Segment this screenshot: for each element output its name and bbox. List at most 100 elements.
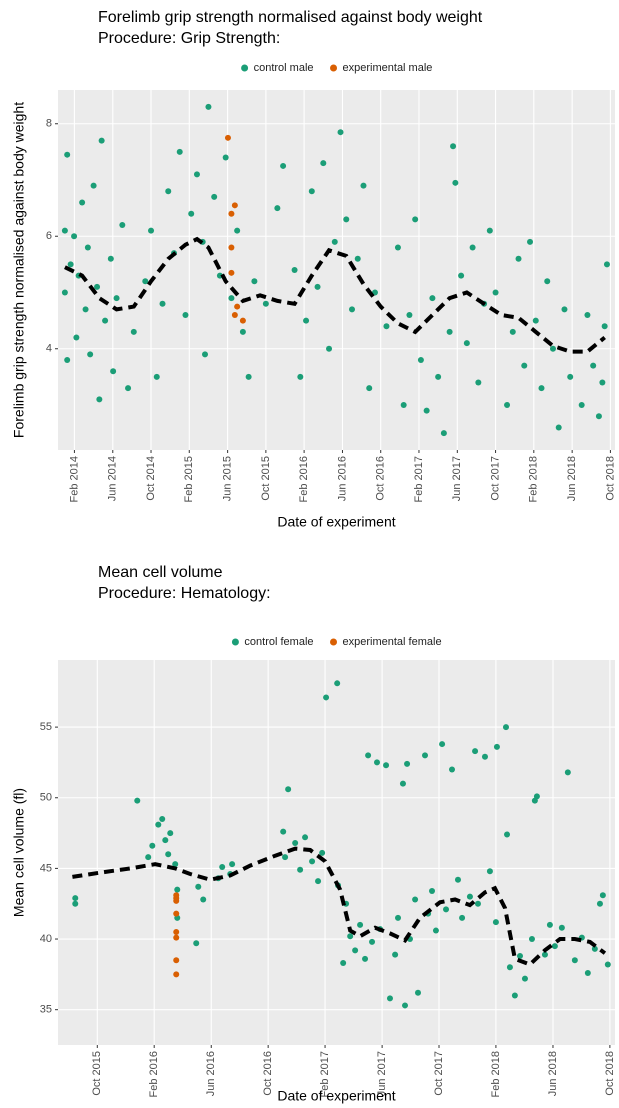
data-point (394, 244, 401, 251)
data-point (125, 385, 132, 392)
data-point (153, 373, 160, 380)
data-point (555, 424, 562, 431)
data-point (469, 244, 476, 251)
data-point (601, 323, 608, 330)
x-axis-title: Date of experiment (277, 514, 395, 530)
x-tick-label: Feb 2015 (183, 456, 195, 502)
x-tick-label: Feb 2016 (148, 1051, 160, 1097)
data-point (492, 289, 499, 296)
data-point (61, 289, 68, 296)
x-tick-label: Oct 2017 (489, 456, 501, 501)
data-point (174, 886, 181, 893)
data-point (211, 193, 218, 200)
data-point (369, 938, 376, 945)
data-point (599, 892, 606, 899)
data-point (599, 379, 606, 386)
trend-line (72, 846, 607, 967)
data-point (511, 992, 518, 999)
legend: control female experimental female (231, 636, 442, 648)
data-point (502, 724, 509, 731)
data-point (73, 334, 80, 341)
data-point (584, 312, 591, 318)
data-point (149, 842, 156, 849)
data-point (173, 895, 180, 902)
data-point (458, 272, 465, 279)
data-point (72, 895, 79, 902)
data-point (205, 103, 212, 110)
data-point (173, 957, 180, 964)
data-point (459, 914, 466, 921)
data-point (315, 878, 322, 885)
data-point (452, 179, 459, 186)
data-point (373, 759, 380, 766)
chart-title: Mean cell volume (98, 564, 223, 581)
x-tick-label: Feb 2017 (413, 456, 425, 502)
data-point (414, 989, 421, 996)
data-point (96, 396, 103, 403)
data-point (360, 182, 367, 189)
data-point (466, 893, 473, 900)
data-point (395, 914, 402, 921)
data-point (521, 362, 528, 369)
data-point (590, 362, 597, 369)
chart-title: Forelimb grip strength normalised agains… (98, 9, 483, 26)
data-point (383, 762, 390, 769)
data-point (429, 295, 436, 302)
legend-label: experimental male (343, 62, 433, 74)
data-point (439, 741, 446, 748)
data-point (173, 910, 180, 917)
data-point (285, 786, 292, 793)
data-point (107, 255, 114, 262)
data-point (224, 134, 231, 141)
data-point (432, 927, 439, 934)
data-point (352, 947, 359, 954)
y-tick-label: 50 (40, 792, 52, 804)
data-point (188, 210, 195, 217)
data-point (527, 238, 534, 245)
data-point (165, 188, 172, 195)
data-point (245, 373, 252, 380)
data-point (486, 868, 493, 875)
data-point (564, 769, 571, 776)
data-point (159, 815, 166, 822)
data-point (402, 1002, 409, 1009)
data-point (113, 295, 120, 302)
data-point (506, 964, 513, 971)
chart-subtitle: Procedure: Hematology: (98, 585, 271, 602)
data-point (544, 278, 551, 285)
data-point (475, 379, 482, 386)
legend: control male experimental male (241, 62, 432, 74)
data-point (340, 960, 347, 967)
data-point (337, 129, 344, 136)
data-point (319, 849, 326, 856)
data-point (72, 900, 79, 907)
data-point (280, 828, 287, 835)
data-point (195, 883, 202, 890)
data-point (440, 430, 447, 437)
data-point (134, 797, 141, 804)
data-point (532, 317, 539, 324)
data-point (228, 210, 235, 217)
data-point (262, 300, 269, 307)
legend-label: control male (254, 62, 314, 74)
data-point (561, 306, 568, 313)
x-tick-label: Jun 2016 (205, 1051, 217, 1096)
data-point (297, 373, 304, 380)
data-point (406, 312, 413, 318)
data-point (61, 227, 68, 234)
data-point (400, 402, 407, 408)
x-tick-label: Jun 2017 (376, 1051, 388, 1096)
data-point (234, 303, 241, 310)
legend-swatch (330, 638, 338, 646)
data-point (578, 402, 585, 408)
legend-swatch (231, 638, 239, 646)
data-point (87, 351, 94, 358)
data-point (591, 945, 598, 952)
data-point (297, 866, 304, 873)
data-point (423, 407, 430, 414)
legend-swatch (241, 64, 249, 72)
data-point (454, 876, 461, 883)
data-point (155, 821, 162, 828)
data-point (521, 975, 528, 982)
data-point (228, 244, 235, 251)
